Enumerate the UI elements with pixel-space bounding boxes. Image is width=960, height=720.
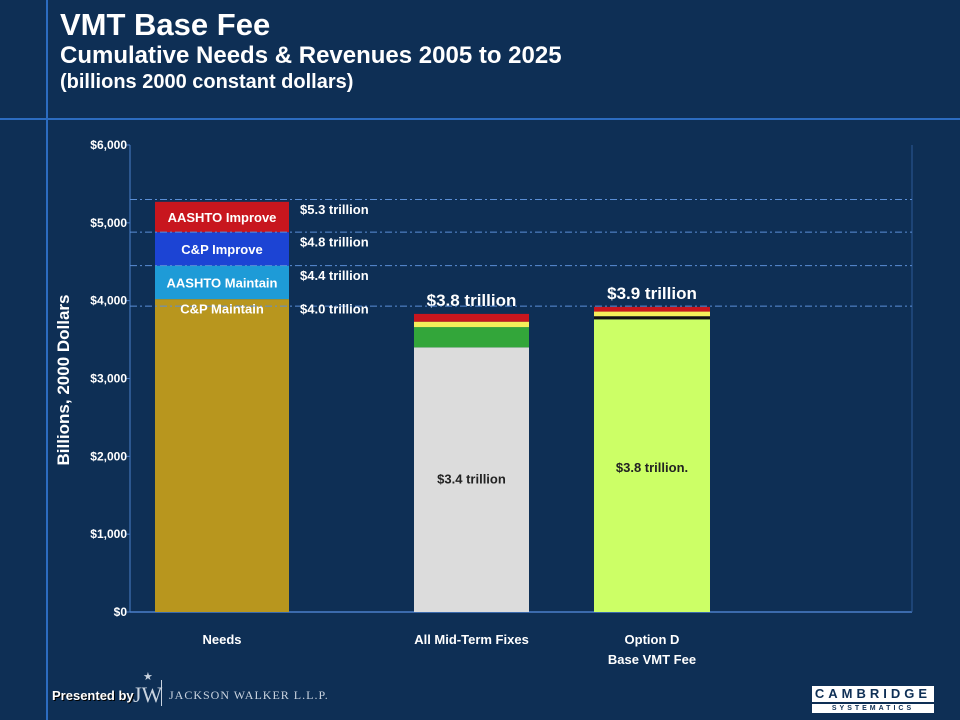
bar-segment (155, 201, 289, 233)
x-category-label: Option D (625, 632, 680, 647)
cambridge-systematics-logo: CAMBRIDGE SYSTEMATICS (812, 686, 934, 713)
logo-top-text: CAMBRIDGE (812, 686, 934, 702)
page-subtitle: Cumulative Needs & Revenues 2005 to 2025 (60, 42, 562, 69)
cumulative-total-label: $4.8 trillion (300, 235, 369, 250)
side-rule (46, 0, 48, 720)
y-tick-label: $4,000 (90, 294, 127, 308)
header-rule (0, 118, 960, 120)
cumulative-total-label: $4.4 trillion (300, 268, 369, 283)
bar-inner-label: $3.4 trillion (437, 472, 506, 487)
bar-total-label: $3.9 trillion (607, 284, 697, 303)
bar-segment (414, 313, 529, 322)
cumulative-total-label: $5.3 trillion (300, 202, 369, 217)
segment-label: C&P Maintain (180, 301, 264, 316)
x-category-label: Needs (202, 632, 241, 647)
firm-name: JACKSON WALKER L.L.P. (169, 688, 329, 702)
jackson-walker-logo: ★ JW JACKSON WALKER L.L.P. (133, 671, 328, 712)
bar-segment (594, 316, 710, 320)
bar-segment (594, 311, 710, 317)
logo-bottom-text: SYSTEMATICS (812, 704, 934, 713)
bar-segment (155, 265, 289, 300)
y-tick-label: $3,000 (90, 372, 127, 386)
x-category-label: All Mid-Term Fixes (414, 632, 529, 647)
jw-monogram: JW (133, 682, 163, 707)
segment-label: AASHTO Improve (168, 210, 277, 225)
bar-segment (155, 299, 289, 612)
y-tick-label: $5,000 (90, 216, 127, 230)
cumulative-total-label: $4.0 trillion (300, 301, 369, 316)
segment-label: AASHTO Maintain (167, 275, 278, 290)
logo-divider (161, 680, 162, 706)
y-tick-label: $0 (114, 605, 128, 619)
bar-total-label: $3.8 trillion (427, 291, 517, 310)
y-tick-label: $2,000 (90, 449, 127, 463)
page-title: VMT Base Fee (60, 7, 271, 42)
bar-segment (414, 327, 529, 348)
bar-segment (414, 347, 529, 612)
title-block: VMT Base Fee Cumulative Needs & Revenues… (60, 8, 562, 94)
bar-inner-label: $3.8 trillion. (616, 460, 688, 475)
segment-label: C&P Improve (181, 242, 262, 257)
bar-segment (155, 232, 289, 266)
page-subtitle-units: (billions 2000 constant dollars) (60, 71, 354, 93)
y-tick-label: $6,000 (90, 138, 127, 152)
presented-by-label: Presented by (52, 688, 134, 703)
bar-segment (594, 319, 710, 612)
y-tick-label: $1,000 (90, 527, 127, 541)
x-category-label-line2: Base VMT Fee (608, 652, 696, 667)
star-icon: ★ (143, 671, 153, 683)
bar-segment (594, 306, 710, 312)
bar-segment (414, 321, 529, 328)
